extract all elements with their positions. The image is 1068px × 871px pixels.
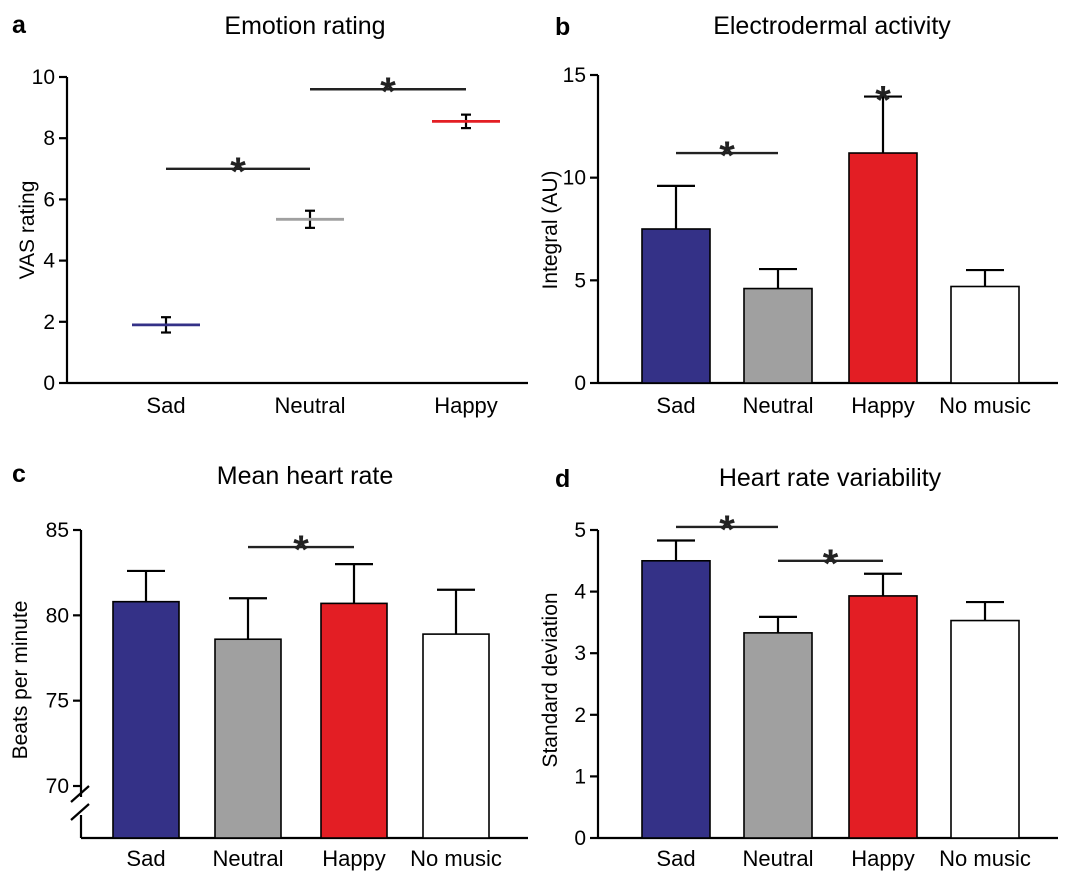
panel-a-significance-star: *: [380, 70, 396, 114]
panel-b-marks: **: [641, 78, 1020, 384]
panel-b-electrodermal-activity: b Electrodermal activity Integral (AU) 0…: [539, 12, 1058, 418]
panel-c-y-tick-label: 75: [46, 690, 69, 713]
panel-c-y-tick-label: 80: [46, 604, 69, 627]
panel-c-bar: [112, 600, 180, 839]
panel-b-x-tick-label: Sad: [656, 393, 695, 418]
panel-d-heart-rate-variability: d Heart rate variability Standard deviat…: [539, 464, 1058, 871]
panel-a-y-tick-label: 6: [43, 188, 55, 211]
panel-d-title: Heart rate variability: [719, 464, 942, 492]
panel-a-y-tick-label: 0: [43, 372, 55, 395]
panel-a-y-tick-label: 8: [43, 127, 55, 150]
panel-a-significance-star: *: [230, 150, 246, 194]
panel-letter-a: a: [12, 11, 27, 39]
panel-c-x-tick-label: Sad: [126, 846, 165, 871]
panel-d-y-tick-label: 5: [574, 519, 586, 542]
panel-c-marks: *: [112, 528, 490, 839]
panel-c-bar: [214, 638, 282, 839]
panel-d-bar: [641, 559, 711, 839]
panel-d-significance-star: *: [719, 508, 735, 552]
panel-d-x-tick-label: Neutral: [743, 846, 814, 871]
panel-d-ylabel: Standard deviation: [539, 592, 562, 767]
panel-c-x-tick-label: No music: [410, 846, 502, 871]
panel-b-y-tick-label: 0: [574, 372, 586, 395]
panel-c-significance-star: *: [293, 528, 309, 572]
panel-a-ylabel: VAS rating: [16, 181, 39, 280]
panel-d-y-tick-label: 1: [574, 765, 586, 788]
panel-a-x-tick-label: Sad: [146, 393, 185, 418]
panel-b-bar: [743, 287, 813, 384]
panel-b-bar: [848, 152, 918, 384]
panel-a-emotion-rating: a Emotion rating VAS rating 0 2 4 6 8 10 Sad Ne…: [12, 11, 528, 418]
panel-letter-b: b: [555, 13, 570, 41]
panel-b-bar: [950, 285, 1020, 384]
panel-b-x-tick-label: Neutral: [743, 393, 814, 418]
panel-d-bar: [950, 619, 1020, 839]
panel-d-x-tick-label: No music: [939, 846, 1031, 871]
panel-b-y-tick-label: 10: [563, 167, 586, 190]
panel-c-x-tick-label: Happy: [322, 846, 386, 871]
panel-c-ylabel: Beats per minute: [9, 601, 32, 760]
panel-a-marks: **: [132, 70, 500, 334]
panel-b-bar: [641, 228, 711, 384]
panel-b-y-tick-label: 15: [563, 64, 586, 87]
panel-d-y-tick-label: 3: [574, 642, 586, 665]
panel-a-y-tick-label: 2: [43, 311, 55, 334]
panel-a-y-tick-label: 4: [43, 250, 55, 273]
panel-b-x-tick-label: No music: [939, 393, 1031, 418]
panel-c-bar: [320, 602, 388, 839]
panel-d-y-tick-label: 0: [574, 827, 586, 850]
panel-a-y-tick-label: 10: [32, 66, 55, 89]
panel-d-y-tick-label: 2: [574, 704, 586, 727]
panel-d-x-tick-label: Sad: [656, 846, 695, 871]
panel-a-x-tick-label: Happy: [434, 393, 498, 418]
panel-b-significance-star: *: [875, 78, 891, 122]
panel-c-axis-break-mark: [70, 803, 90, 821]
panel-a-title: Emotion rating: [224, 12, 385, 40]
panel-c-x-tick-label: Neutral: [213, 846, 284, 871]
panel-c-axis-break-mark: [70, 785, 90, 803]
panel-a-x-tick-label: Neutral: [275, 393, 346, 418]
panel-b-ylabel: Integral (AU): [539, 170, 562, 289]
panel-letter-c: c: [12, 460, 26, 488]
panel-c-title: Mean heart rate: [217, 462, 394, 490]
panel-d-x-tick-label: Happy: [851, 846, 915, 871]
panel-b-significance-star: *: [719, 134, 735, 178]
panel-c-y-tick-label: 85: [46, 519, 69, 542]
panel-letter-d: d: [555, 465, 570, 493]
panel-a-axes: 0 2 4 6 8 10 Sad Neutral Happy: [32, 66, 528, 418]
panel-b-title: Electrodermal activity: [713, 12, 951, 40]
panel-c-y-tick-label: 70: [46, 775, 69, 798]
panel-d-axes: 0 1 2 3 4 5 Sad Neutral Happy No music: [574, 519, 1058, 871]
panel-d-bar: [848, 595, 918, 839]
panel-d-marks: **: [641, 508, 1020, 839]
panel-c-bar: [422, 633, 490, 839]
panel-c-axes: 70 75 80 85 Sad Neutral Happy No music: [46, 519, 528, 871]
panel-b-y-tick-label: 5: [574, 269, 586, 292]
panel-c-mean-heart-rate: c Mean heart rate Beats per minute 70 75 8…: [9, 460, 528, 871]
panel-d-bar: [743, 632, 813, 839]
panel-d-significance-star: *: [823, 542, 839, 586]
panel-d-y-tick-label: 4: [574, 581, 586, 604]
panel-b-x-tick-label: Happy: [851, 393, 915, 418]
